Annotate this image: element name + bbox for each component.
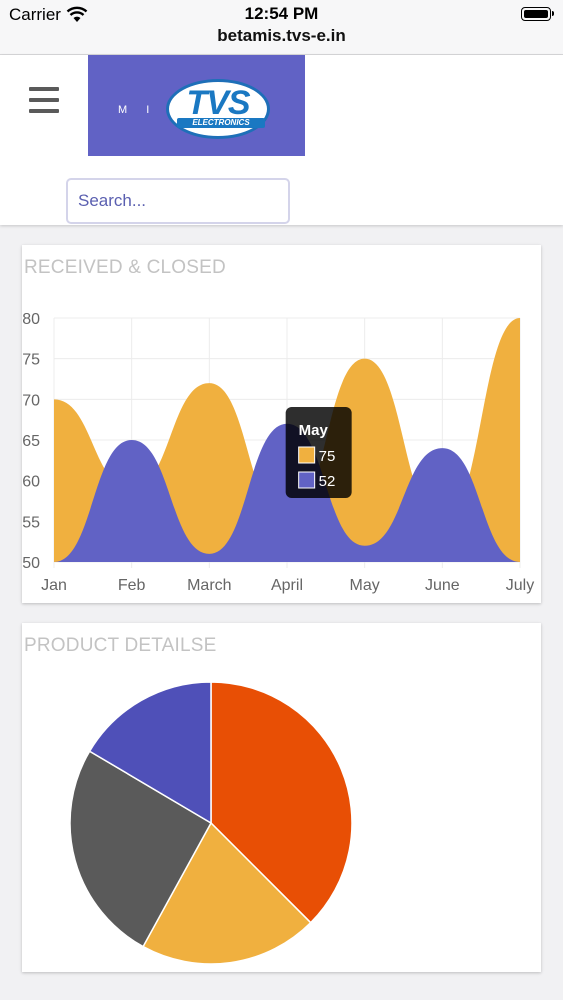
carrier-label: Carrier <box>9 5 61 24</box>
received-closed-title: RECEIVED & CLOSED <box>24 257 226 278</box>
tooltip-title: May <box>299 422 329 439</box>
product-details-card: PRODUCT DETAILSE <box>22 623 541 972</box>
logo-sub-text: ELECTRONICS <box>177 118 265 128</box>
search-input[interactable] <box>66 178 290 224</box>
logo-main-text: TVS <box>186 84 250 122</box>
x-tick-label: June <box>425 577 460 594</box>
status-bar: Carrier 12:54 PM betamis.tvs-e.in <box>0 0 563 55</box>
y-tick-label: 55 <box>22 514 40 531</box>
y-tick-label: 50 <box>22 555 40 572</box>
x-tick-label: Jan <box>41 577 67 594</box>
x-tick-label: April <box>271 577 303 594</box>
pie-slice-2 <box>142 821 312 965</box>
tooltip-value: 75 <box>319 448 336 465</box>
pie-slice-1 <box>210 681 353 924</box>
pie-slice-3 <box>69 750 213 948</box>
tooltip-value: 52 <box>319 473 336 490</box>
product-details-title: PRODUCT DETAILSE <box>24 635 217 656</box>
y-tick-label: 65 <box>22 433 40 450</box>
y-tick-label: 75 <box>22 352 40 369</box>
y-tick-label: 80 <box>22 311 40 328</box>
product-details-chart[interactable] <box>22 623 541 972</box>
pie-slice-4 <box>88 681 212 825</box>
x-tick-label: May <box>350 577 380 594</box>
logo-prefix: M I S <box>118 104 184 116</box>
status-time: 12:54 PM <box>244 4 319 23</box>
logo-emblem: TVS ELECTRONICS <box>166 79 270 139</box>
chart-tooltip: May 75 52 <box>285 407 352 498</box>
address-bar[interactable]: betamis.tvs-e.in <box>217 26 346 45</box>
y-tick-label: 60 <box>22 474 40 491</box>
received-closed-card: RECEIVED & CLOSED 50 55 60 65 70 75 80 Jan Feb Ma… <box>22 245 541 603</box>
app-header: M I S TVS ELECTRONICS <box>0 55 563 225</box>
y-tick-label: 70 <box>22 392 40 409</box>
received-closed-chart[interactable]: 50 55 60 65 70 75 80 Jan Feb March April May June Jul… <box>22 245 541 603</box>
brand-logo[interactable]: M I S TVS ELECTRONICS <box>88 55 305 156</box>
x-tick-label: March <box>187 577 231 594</box>
x-tick-label: July <box>506 577 534 594</box>
x-tick-label: Feb <box>118 577 146 594</box>
battery-icon <box>521 7 554 21</box>
tooltip-swatch <box>298 471 316 489</box>
wifi-icon <box>66 6 88 22</box>
tooltip-swatch <box>298 446 316 464</box>
menu-icon[interactable] <box>29 87 59 113</box>
